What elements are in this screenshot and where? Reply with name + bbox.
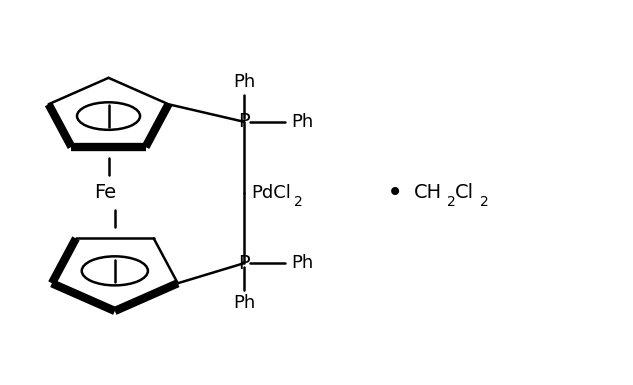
Text: Ph: Ph: [233, 295, 255, 312]
Text: P: P: [238, 254, 250, 273]
Text: Ph: Ph: [291, 113, 313, 131]
Text: Ph: Ph: [233, 73, 255, 90]
Text: Fe: Fe: [94, 183, 116, 202]
Text: Ph: Ph: [291, 254, 313, 272]
Text: PdCl: PdCl: [251, 184, 291, 201]
Text: 2: 2: [294, 195, 303, 209]
Text: CH: CH: [414, 183, 442, 202]
Text: 2: 2: [447, 195, 456, 209]
Text: 2: 2: [480, 195, 489, 209]
Text: P: P: [238, 112, 250, 131]
Text: Cl: Cl: [455, 183, 474, 202]
Text: •: •: [387, 179, 403, 206]
